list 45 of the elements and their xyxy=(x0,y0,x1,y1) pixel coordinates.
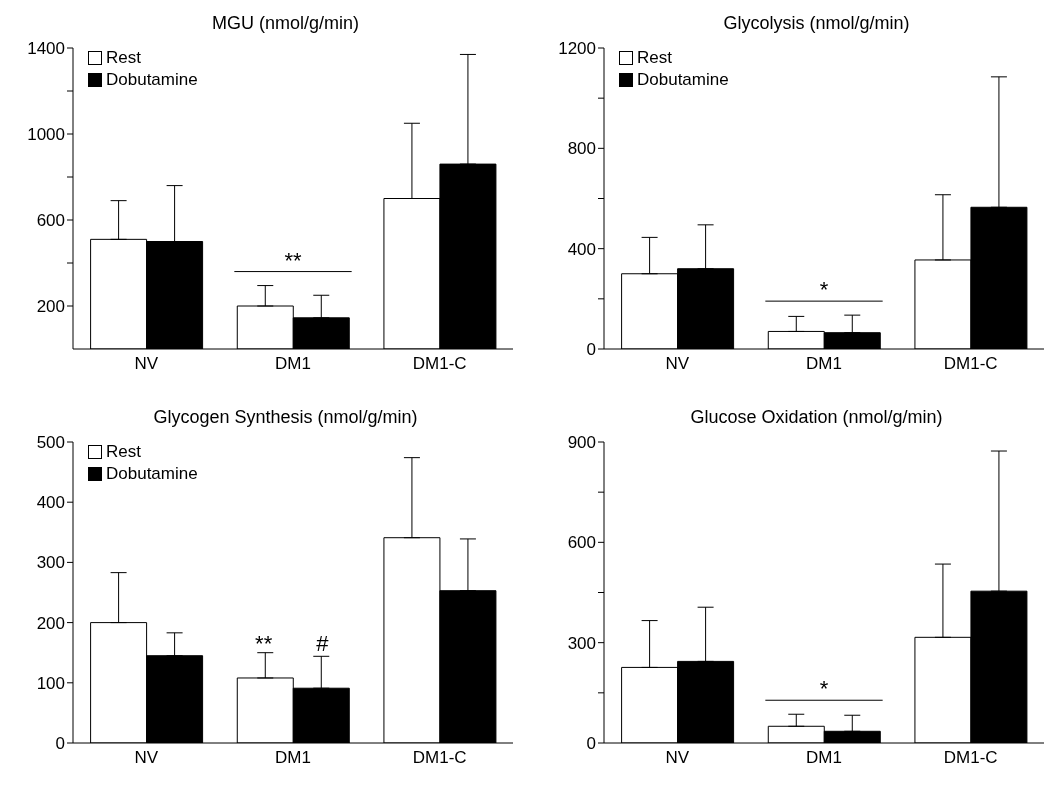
y-tick-label: 300 xyxy=(36,553,65,573)
y-tick-label: 1200 xyxy=(558,39,596,59)
x-tick-label: DM1-C xyxy=(943,354,998,374)
legend-label: Rest xyxy=(637,48,672,68)
chart-title: Glycolysis (nmol/g/min) xyxy=(722,12,911,35)
y-tick-label: 800 xyxy=(567,139,596,159)
legend-label: Dobutamine xyxy=(106,70,198,90)
x-tick-label: DM1 xyxy=(275,748,311,768)
chart-title: Glucose Oxidation (nmol/g/min) xyxy=(689,406,944,429)
legend-label: Dobutamine xyxy=(637,70,729,90)
y-tick-label: 400 xyxy=(36,493,65,513)
y-tick-label: 600 xyxy=(36,211,65,231)
y-tick-label: 500 xyxy=(36,433,65,453)
annotation: * xyxy=(819,277,829,303)
annotation: ** xyxy=(284,247,302,273)
y-tick-label: 200 xyxy=(36,297,65,317)
y-tick-label: 0 xyxy=(55,734,65,754)
x-tick-label: DM1-C xyxy=(943,748,998,768)
legend-label: Dobutamine xyxy=(106,464,198,484)
y-tick-label: 1000 xyxy=(27,125,65,145)
x-tick-label: NV xyxy=(134,354,159,374)
x-tick-label: DM1 xyxy=(806,748,842,768)
legend-label: Rest xyxy=(106,442,141,462)
annotation: * xyxy=(819,676,829,702)
y-tick-label: 600 xyxy=(567,533,596,553)
y-tick-label: 1400 xyxy=(27,39,65,59)
y-tick-label: 100 xyxy=(36,673,65,693)
annotation: # xyxy=(316,630,330,656)
x-tick-label: NV xyxy=(665,354,690,374)
y-tick-label: 900 xyxy=(567,433,596,453)
x-tick-label: DM1 xyxy=(275,354,311,374)
legend-label: Rest xyxy=(106,48,141,68)
chart-title: Glycogen Synthesis (nmol/g/min) xyxy=(152,406,419,429)
y-tick-label: 400 xyxy=(567,239,596,259)
y-tick-label: 0 xyxy=(586,340,596,360)
x-tick-label: DM1 xyxy=(806,354,842,374)
y-tick-label: 200 xyxy=(36,613,65,633)
x-tick-label: NV xyxy=(665,748,690,768)
chart-title: MGU (nmol/g/min) xyxy=(211,12,360,35)
y-tick-label: 0 xyxy=(586,734,596,754)
x-tick-label: DM1-C xyxy=(412,354,467,374)
annotation: ** xyxy=(255,630,273,656)
y-tick-label: 300 xyxy=(567,633,596,653)
x-tick-label: NV xyxy=(134,748,159,768)
x-tick-label: DM1-C xyxy=(412,748,467,768)
